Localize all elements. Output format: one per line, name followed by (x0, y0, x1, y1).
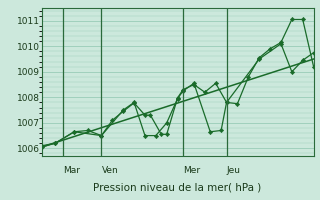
Text: Jeu: Jeu (227, 166, 241, 175)
Text: Ven: Ven (101, 166, 118, 175)
Text: Mar: Mar (63, 166, 80, 175)
Text: Mer: Mer (183, 166, 200, 175)
Text: Pression niveau de la mer( hPa ): Pression niveau de la mer( hPa ) (93, 183, 262, 193)
